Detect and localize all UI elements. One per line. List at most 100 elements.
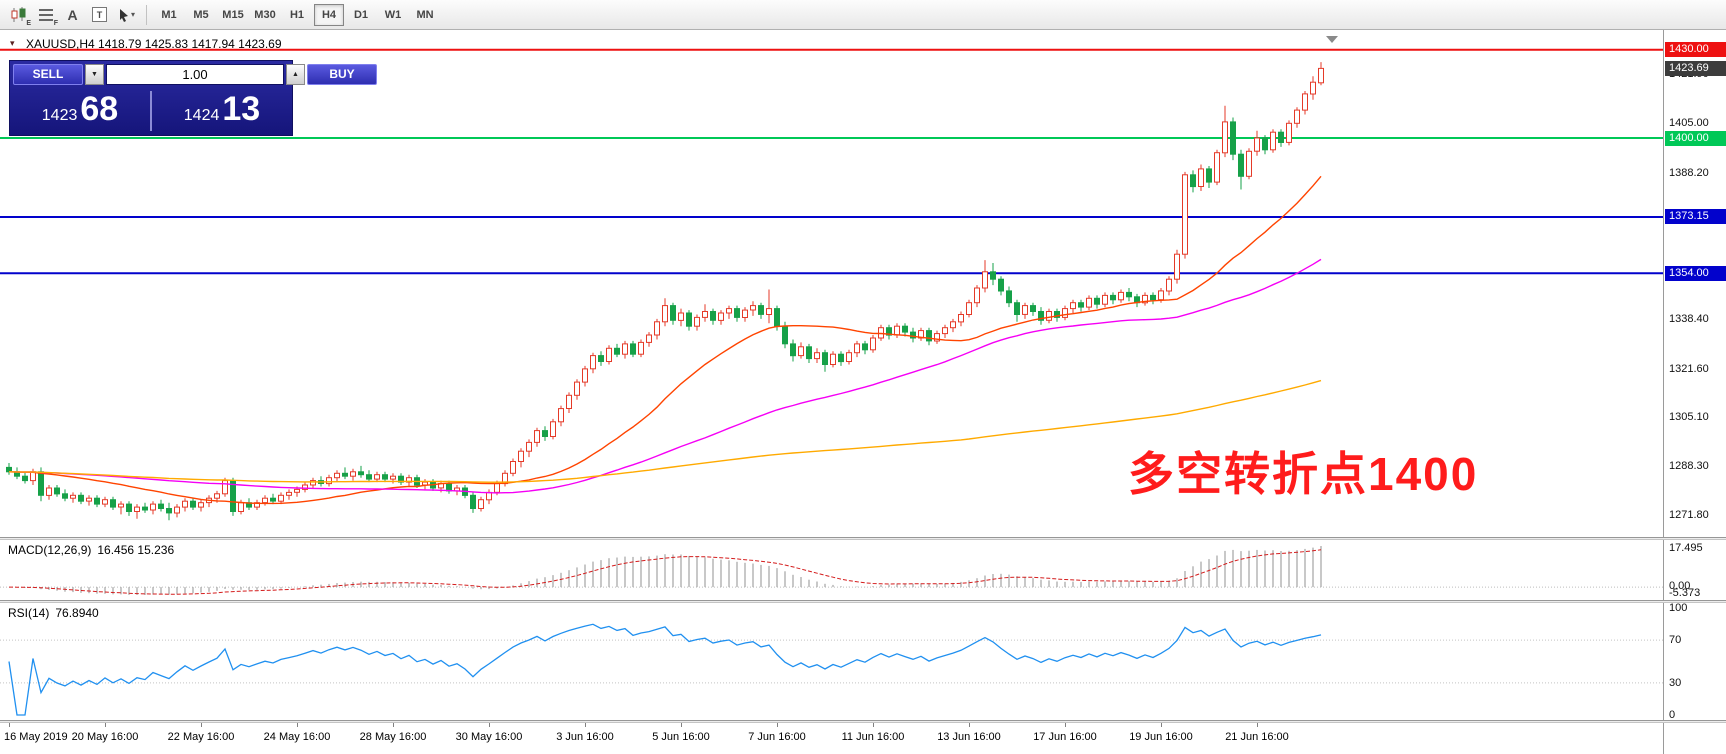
macd-values: 16.456 15.236	[97, 543, 175, 557]
candle-body	[1102, 294, 1108, 305]
timeframe-toolbar: M1 M5 M15 M30 H1 H4 D1 W1 MN	[153, 3, 441, 26]
candle-body	[150, 503, 156, 511]
candle-body	[510, 461, 516, 474]
candle-body	[70, 494, 76, 499]
candle-body	[958, 314, 964, 323]
timeframe-button-m30[interactable]: M30	[254, 8, 276, 21]
text-box-tool-icon[interactable]: T	[86, 3, 113, 27]
cursor-tool-icon[interactable]: ▾	[113, 3, 140, 27]
time-axis[interactable]: 16 May 2019 20 May 16:00 22 May 16:00 24 Ma…	[0, 723, 1663, 754]
time-axis-label: 13 Jun 16:00	[937, 731, 1001, 743]
candle-body	[54, 487, 60, 495]
main-chart-canvas[interactable]	[0, 30, 1663, 537]
volume-input[interactable]	[106, 64, 284, 85]
candle-body	[542, 430, 548, 438]
chart-type-icon[interactable]: E	[5, 3, 32, 27]
candle-body	[1302, 93, 1308, 111]
panel-splitter[interactable]	[0, 720, 1726, 723]
candle-body	[790, 343, 796, 357]
panel-splitter[interactable]	[0, 537, 1726, 540]
rsi-panel-canvas[interactable]	[0, 603, 1663, 720]
sell-button[interactable]: SELL	[13, 64, 83, 85]
timeframe-button-d1[interactable]: D1	[353, 8, 369, 21]
chevron-down-icon: ▼	[91, 71, 98, 78]
time-axis-label: 16 May 2019	[4, 731, 68, 743]
volume-down-button[interactable]: ▼	[85, 64, 104, 85]
candle-body	[982, 271, 988, 289]
one-click-toggle-icon[interactable]: ▾	[10, 38, 15, 48]
candle-body	[1286, 122, 1292, 143]
timeframe-button-m1[interactable]: M1	[161, 8, 177, 21]
text-tool-icon[interactable]: A	[67, 6, 78, 23]
time-tick	[297, 723, 298, 727]
candle-body	[326, 477, 332, 485]
moving-average-24	[8, 175, 1322, 505]
buy-price-display[interactable]: 1424 13	[152, 87, 292, 135]
candle-body	[598, 355, 604, 363]
sell-price-display[interactable]: 1423 68	[10, 87, 150, 135]
candle-body	[854, 343, 860, 354]
candle-body	[214, 493, 220, 499]
chart-annotation-text[interactable]: 多空转折点1400	[1128, 448, 1479, 500]
timeframe-button-h1[interactable]: H1	[289, 8, 305, 21]
candle-body	[606, 347, 612, 362]
time-tick	[1257, 723, 1258, 727]
buy-price-small: 1424	[183, 107, 220, 124]
volume-up-button[interactable]: ▲	[286, 64, 305, 85]
candle-body	[1150, 294, 1156, 301]
candle-body	[1038, 311, 1044, 321]
price-axis-label: 1288.30	[1669, 460, 1709, 473]
candle-body	[870, 337, 876, 351]
candle-body	[910, 331, 916, 339]
macd-panel-canvas[interactable]	[0, 540, 1663, 600]
icon-subscript: E	[26, 19, 31, 27]
time-axis-label: 24 May 16:00	[263, 731, 331, 743]
timeframe-button-w1[interactable]: W1	[384, 8, 402, 21]
timeframe-button-h4[interactable]: H4	[314, 3, 344, 26]
rsi-axis-30: 30	[1669, 676, 1682, 689]
price-axis-label: 1271.80	[1669, 509, 1709, 521]
candle-body	[1230, 121, 1236, 155]
timeframe-button-m15[interactable]: M15	[222, 8, 244, 21]
candle-body	[230, 480, 236, 513]
timeframe-button-m5[interactable]: M5	[193, 8, 209, 21]
candle-body	[342, 472, 348, 477]
candlestick-glyph	[11, 6, 25, 22]
panel-splitter[interactable]	[0, 600, 1726, 603]
candle-body	[670, 305, 676, 321]
price-axis[interactable]: 1421.901405.001388.201338.401321.601305.…	[1663, 30, 1726, 754]
time-tick	[777, 723, 778, 727]
timeframe-button-mn[interactable]: MN	[416, 8, 434, 21]
candle-body	[1014, 302, 1020, 316]
candle-body	[1246, 150, 1252, 177]
candle-body	[622, 343, 628, 355]
candle-body	[134, 506, 140, 513]
time-tick	[9, 723, 10, 727]
candle-body	[1030, 305, 1036, 313]
time-tick	[681, 723, 682, 727]
candle-body	[1190, 174, 1196, 188]
time-tick	[1161, 723, 1162, 727]
rsi-label: RSI(14) 76.8940	[8, 606, 99, 620]
candle-body	[686, 312, 692, 327]
rsi-value: 76.8940	[55, 606, 99, 620]
candle-body	[406, 477, 412, 483]
price-axis-label: 1338.40	[1669, 313, 1709, 326]
buy-button[interactable]: BUY	[307, 64, 377, 85]
candle-body	[374, 474, 380, 480]
candle-body	[758, 305, 764, 315]
candle-body	[1166, 278, 1172, 292]
candle-body	[630, 343, 636, 355]
candle-body	[806, 346, 812, 360]
candle-body	[862, 343, 868, 351]
candle-body	[1294, 109, 1300, 124]
time-tick	[489, 723, 490, 727]
price-axis-label: 1321.60	[1669, 362, 1709, 375]
macd-axis-min: -5.373	[1669, 587, 1701, 599]
candle-body	[174, 506, 180, 514]
candle-body	[926, 330, 932, 342]
candle-body	[838, 353, 844, 363]
candle-body	[518, 450, 524, 463]
indicator-list-icon[interactable]: F	[32, 3, 59, 27]
